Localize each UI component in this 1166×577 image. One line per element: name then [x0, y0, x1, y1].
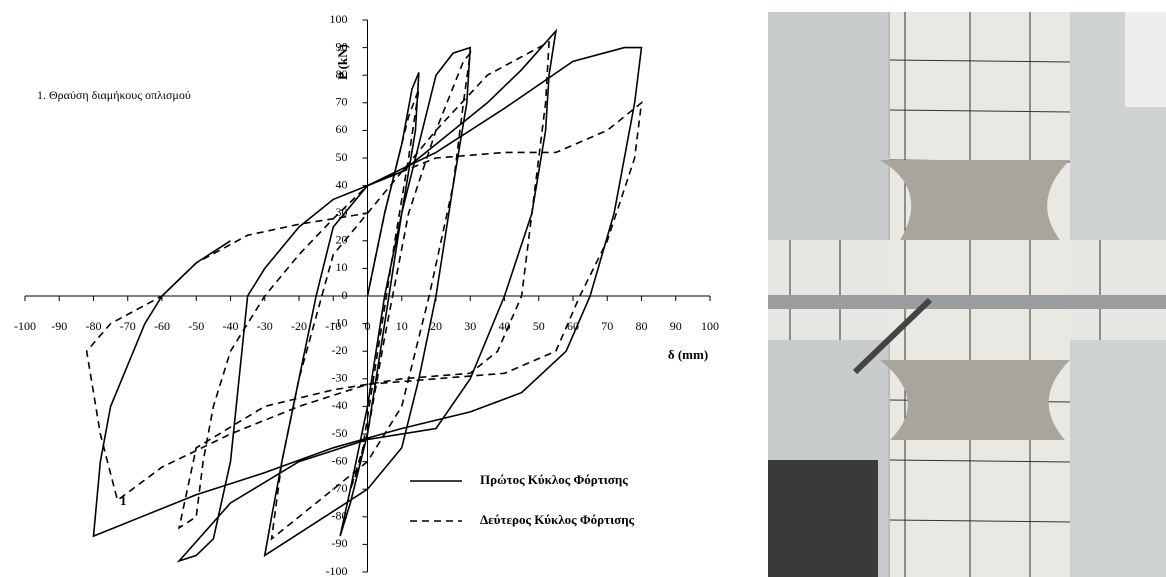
legend-label: Δεύτερος Κύκλος Φόρτισης	[480, 512, 635, 527]
x-tick-label: 90	[670, 319, 682, 333]
y-tick-label: 60	[336, 122, 348, 136]
column	[890, 12, 1070, 577]
x-tick-label: 10	[396, 319, 408, 333]
x-tick-label: 0	[365, 319, 371, 333]
x-tick-label: -50	[188, 319, 204, 333]
y-tick-label: -60	[332, 453, 348, 467]
figure: 1. Θραύση διαμήκους οπλισμού 1 δ (mm) P …	[0, 0, 1166, 577]
x-tick-label: -60	[154, 319, 170, 333]
y-tick-label: -50	[332, 426, 348, 440]
legend-label: Πρώτος Κύκλος Φόρτισης	[480, 472, 628, 487]
shadow	[768, 460, 878, 577]
sign	[1125, 12, 1166, 107]
x-tick-label: 70	[601, 319, 613, 333]
x-tick-label: 20	[430, 319, 442, 333]
series-line	[87, 42, 642, 539]
x-tick-label: 100	[701, 319, 719, 333]
x-tick-label: -80	[86, 319, 102, 333]
x-tick-label: 80	[636, 319, 648, 333]
x-axis-label: δ (mm)	[668, 347, 708, 362]
y-tick-label: 100	[330, 12, 348, 26]
x-tick-label: -90	[51, 319, 67, 333]
x-tick-label: -100	[14, 319, 36, 333]
y-tick-label: 40	[336, 177, 348, 191]
photo	[768, 12, 1166, 577]
y-tick-label: -10	[332, 315, 348, 329]
y-tick-label: 50	[336, 150, 348, 164]
x-tick-label: -70	[120, 319, 136, 333]
y-tick-label: 10	[336, 260, 348, 274]
y-tick-label: -30	[332, 371, 348, 385]
x-tick-label: -20	[291, 319, 307, 333]
y-tick-label: 0	[342, 288, 348, 302]
damage	[880, 360, 1070, 440]
y-tick-label: 70	[336, 95, 348, 109]
y-tick-label: -90	[332, 536, 348, 550]
y-tick-label: -40	[332, 398, 348, 412]
y-tick-label: 80	[336, 67, 348, 81]
x-tick-label: -40	[223, 319, 239, 333]
y-tick-label: -20	[332, 343, 348, 357]
x-tick-label: -30	[257, 319, 273, 333]
annotation: 1. Θραύση διαμήκους οπλισμού	[37, 88, 191, 102]
y-tick-label: -100	[326, 564, 348, 577]
y-tick-label: 90	[336, 39, 348, 53]
rod	[768, 295, 1166, 309]
x-tick-label: 50	[533, 319, 545, 333]
x-tick-label: 30	[464, 319, 476, 333]
chart: 1. Θραύση διαμήκους οπλισμού 1 δ (mm) P …	[14, 12, 719, 577]
